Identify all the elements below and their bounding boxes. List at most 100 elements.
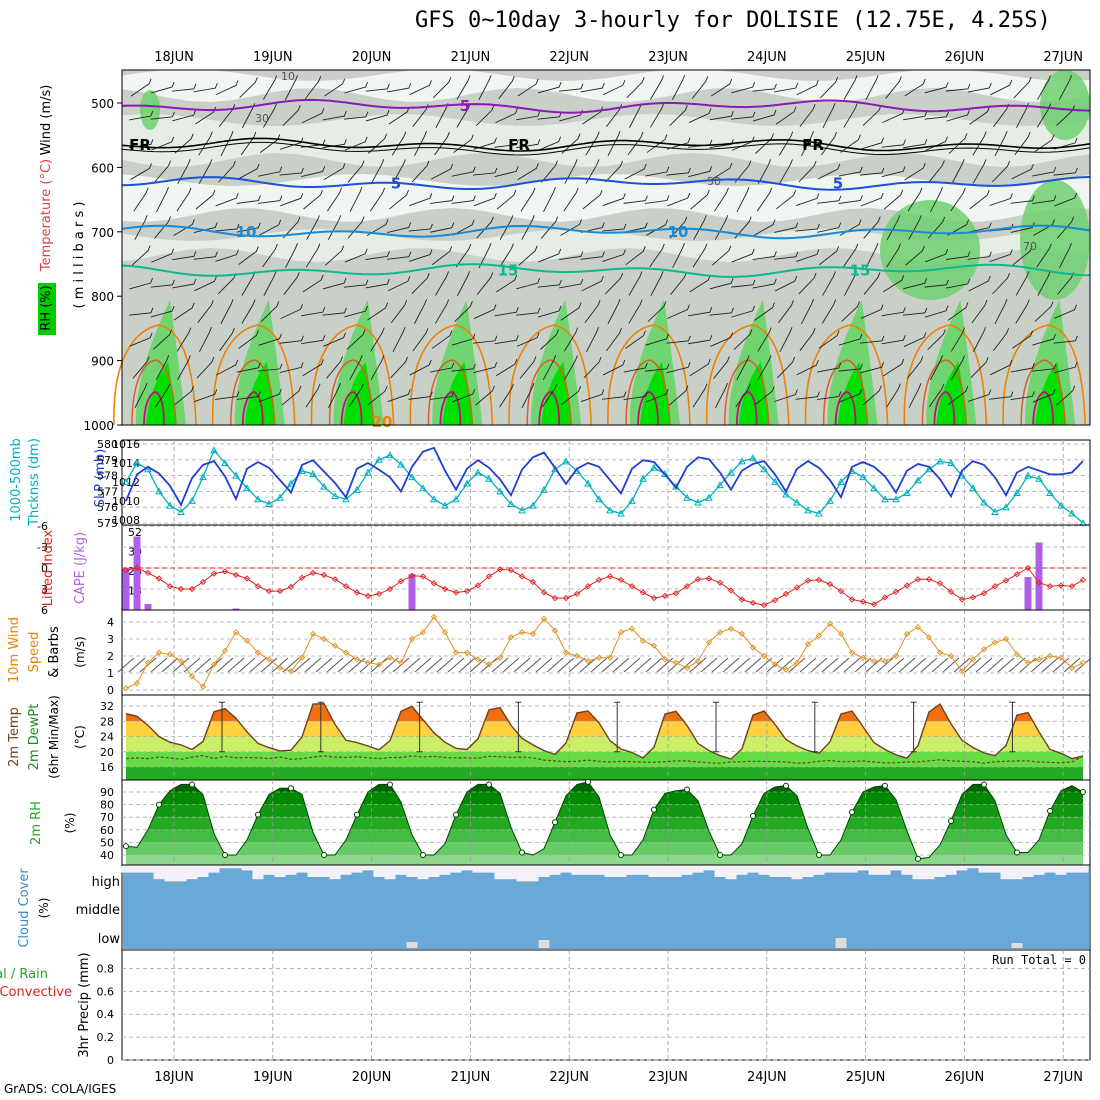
- wind-barb: [220, 299, 234, 324]
- wind-barb: [151, 248, 175, 263]
- wind-point: [177, 657, 185, 665]
- cloud-high-gap: [868, 866, 880, 875]
- wind-barb: [710, 163, 733, 181]
- thickness-point: [199, 473, 207, 481]
- cloud-high-gap: [989, 866, 1001, 873]
- wind-barb-10m: [898, 657, 916, 673]
- wind-barb: [559, 83, 584, 92]
- wind-barb: [585, 159, 600, 184]
- wind-barb-10m: [315, 657, 333, 673]
- wind-barb-10m: [216, 657, 234, 673]
- wind-barb: [134, 383, 148, 409]
- li-point: [848, 596, 856, 603]
- wind-barb: [581, 275, 604, 292]
- wind-barb: [414, 131, 427, 156]
- yaxis-label: Speed: [27, 632, 42, 673]
- wind-barb: [302, 274, 324, 293]
- wind-barb: [365, 83, 390, 92]
- wind-barb: [628, 299, 643, 324]
- wind-point: [980, 646, 988, 653]
- thickness-point: [727, 468, 735, 476]
- wind-barb: [992, 328, 1010, 352]
- wind-barb: [1054, 192, 1078, 207]
- wind-barb: [260, 301, 280, 323]
- wind-barb: [649, 243, 665, 268]
- wind-barb: [390, 300, 408, 324]
- wind-barb: [199, 327, 212, 352]
- wind-barb: [798, 160, 817, 183]
- wind-barb: [282, 216, 301, 239]
- wind-point: [441, 629, 449, 636]
- cloud-high-gap: [175, 866, 187, 882]
- thickness-point: [397, 460, 405, 468]
- wind-point: [210, 661, 218, 668]
- isotherm-line: [121, 98, 1091, 114]
- wind-barb: [1055, 385, 1076, 406]
- wind-barb: [843, 271, 858, 296]
- rh-color-band: [126, 781, 1083, 792]
- wind-barb: [843, 75, 858, 100]
- wind-barb: [667, 192, 691, 207]
- wind-barb: [774, 222, 799, 233]
- li-point: [947, 588, 955, 595]
- rh-band-light: [122, 174, 1090, 222]
- wind-barb: [541, 383, 558, 408]
- ytick-label: 575: [97, 517, 118, 530]
- li-point: [507, 566, 515, 574]
- wind-barb: [540, 216, 559, 239]
- li-point: [683, 583, 691, 590]
- cloud-high-gap: [318, 866, 330, 877]
- cape-bar: [408, 574, 416, 610]
- wind-barb: [365, 251, 390, 261]
- wind-barb: [692, 243, 708, 268]
- wind-barb: [174, 385, 194, 406]
- yaxis-label: Lifted Index: [41, 529, 56, 606]
- wind-barb: [886, 243, 901, 268]
- thickness-point: [353, 485, 361, 493]
- wind-barb: [647, 301, 667, 322]
- li-point: [529, 578, 537, 586]
- ytick-label: 700: [91, 226, 114, 240]
- wind-barb: [496, 189, 517, 210]
- cloud-high-gap: [296, 866, 308, 873]
- isotherm-label: 15: [850, 261, 871, 279]
- rh-point: [321, 852, 327, 858]
- thickness-point: [870, 484, 878, 492]
- legend-temperature: Temperature (°C): [39, 159, 54, 272]
- wind-barb: [367, 302, 389, 321]
- wind-point: [496, 654, 504, 661]
- ytick-label: 0.6: [97, 985, 115, 998]
- li-point: [892, 588, 900, 595]
- wind-barb: [752, 109, 777, 122]
- date-label-top: 21JUN: [451, 50, 491, 65]
- wind-barb: [560, 302, 582, 321]
- li-point: [826, 580, 834, 588]
- ytick-label: 80: [100, 799, 114, 812]
- li-point: [287, 583, 295, 591]
- wind-barb: [908, 215, 922, 240]
- wind-barb: [946, 83, 971, 92]
- cloud-high-gap: [219, 866, 231, 869]
- wind-barb-10m: [854, 657, 872, 673]
- wind-barb: [775, 106, 797, 125]
- wind-point: [408, 635, 416, 643]
- cloud-high-gap: [274, 866, 286, 877]
- wind-barb: [365, 278, 390, 289]
- credit-text: GrADS: COLA/IGES: [4, 1082, 117, 1096]
- wind-barb: [387, 82, 412, 93]
- isotherm-20: [409, 324, 494, 426]
- rh-point: [1014, 849, 1020, 856]
- thickness-point: [1046, 488, 1054, 496]
- wind-barb: [798, 272, 817, 295]
- wind-barb: [153, 329, 173, 350]
- cloud-high-gap: [780, 866, 792, 877]
- wind-barb: [172, 278, 197, 289]
- wind-barb: [754, 386, 775, 406]
- wind-barb: [516, 110, 541, 121]
- wind-barb-10m: [975, 657, 993, 673]
- wind-barb: [776, 190, 797, 210]
- wind-barb: [625, 246, 646, 266]
- thickness-point: [463, 479, 471, 487]
- thickness-point: [474, 468, 482, 476]
- ytick-label: 3: [107, 633, 114, 646]
